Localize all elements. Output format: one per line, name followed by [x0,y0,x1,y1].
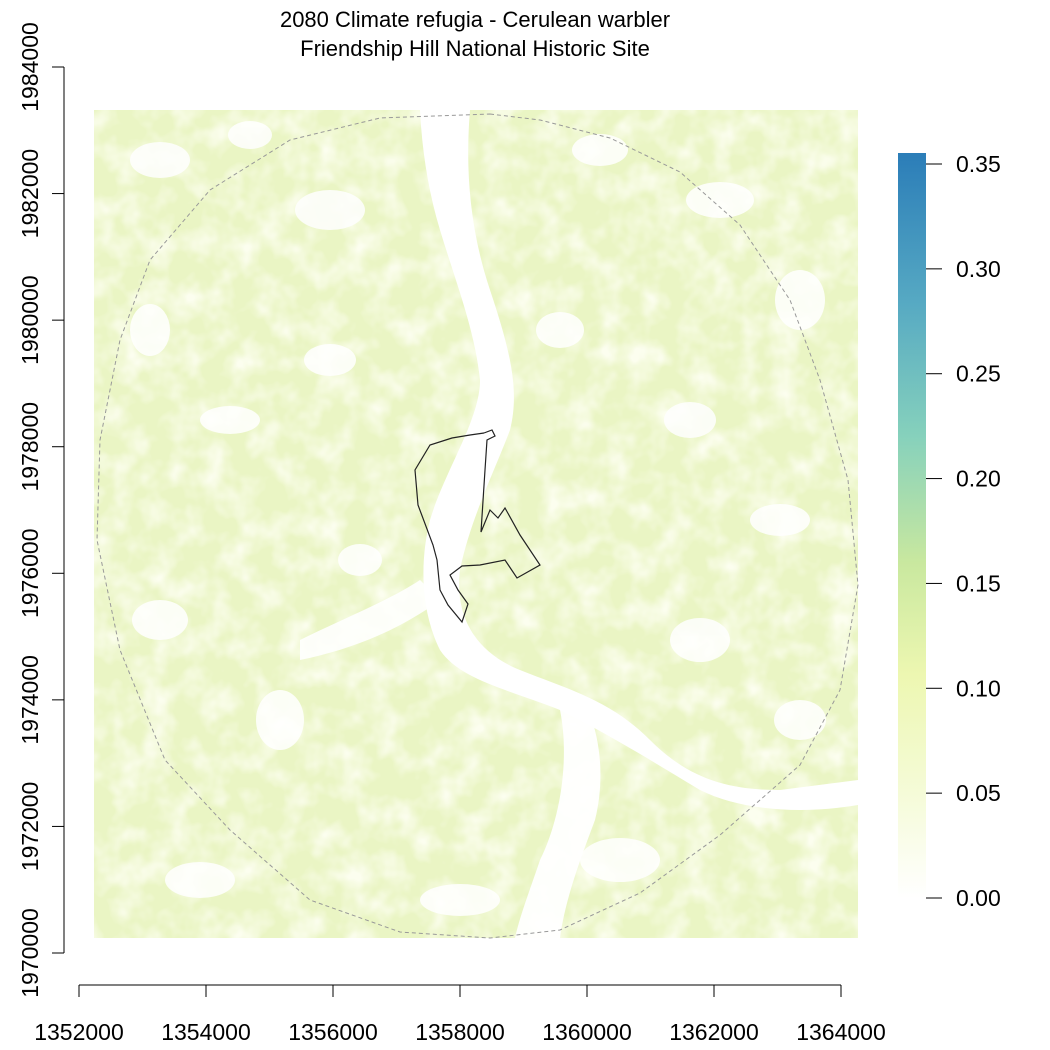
legend-tick-label: 0.15 [956,570,1001,596]
y-tick-label: 1970000 [17,908,43,998]
x-tick-label: 1354000 [161,1019,251,1045]
x-tick-label: 1352000 [34,1019,124,1045]
x-axis: 1352000 1354000 1356000 1358000 1360000 13620… [34,984,886,1045]
legend-colorbar [898,153,926,898]
buffer-boundary [96,113,859,939]
x-tick-label: 1356000 [288,1019,378,1045]
legend-tick-label: 0.35 [956,151,1001,177]
legend-tick-label: 0.10 [956,675,1001,701]
park-boundary [414,429,541,624]
x-tick-label: 1358000 [415,1019,505,1045]
y-tick-label: 1980000 [17,275,43,365]
y-tick-label: 1974000 [17,655,43,745]
river [420,110,858,810]
refugia-raster [94,110,858,938]
y-tick-label: 1978000 [17,402,43,492]
y-tick-label: 1984000 [17,22,43,112]
legend-tick-label: 0.00 [956,885,1001,911]
legend-tick-label: 0.25 [956,361,1001,387]
chart-title: 2080 Climate refugia - Cerulean warbler [280,7,670,32]
legend: 0.00 0.05 0.10 0.15 0.20 0.25 0.30 0.35 [898,151,1001,911]
y-axis: 1970000 1972000 1974000 1976000 1978000 19800… [17,22,65,998]
y-tick-label: 1982000 [17,149,43,239]
x-tick-label: 1360000 [542,1019,632,1045]
legend-tick-label: 0.30 [956,256,1001,282]
legend-tick-label: 0.20 [956,466,1001,492]
y-tick-label: 1972000 [17,782,43,872]
y-tick-label: 1976000 [17,529,43,619]
x-tick-label: 1362000 [669,1019,759,1045]
x-tick-label: 1364000 [796,1019,886,1045]
legend-tick-label: 0.05 [956,780,1001,806]
chart-subtitle: Friendship Hill National Historic Site [300,36,650,61]
